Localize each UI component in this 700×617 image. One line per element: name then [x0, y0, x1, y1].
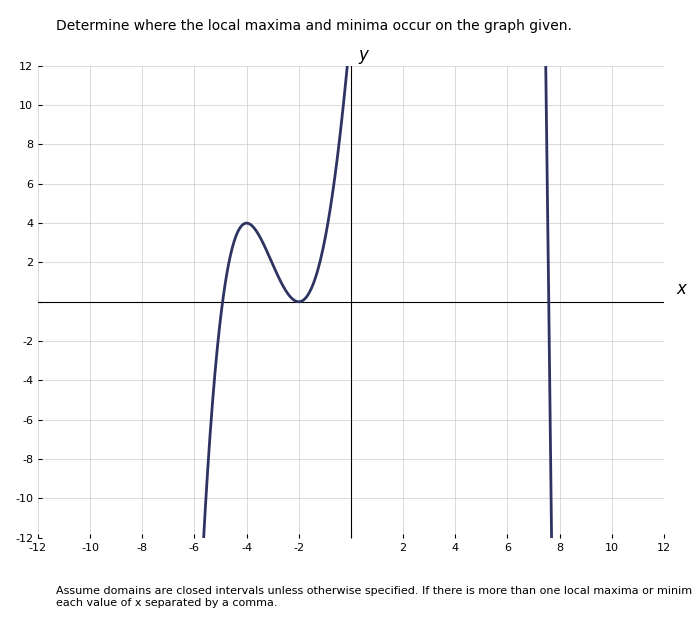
Text: Assume domains are closed intervals unless otherwise specified. If there is more: Assume domains are closed intervals unle… — [56, 586, 692, 608]
Text: x: x — [677, 280, 687, 298]
Text: y: y — [358, 46, 369, 64]
Text: Determine where the local maxima and minima occur on the graph given.: Determine where the local maxima and min… — [56, 19, 572, 33]
